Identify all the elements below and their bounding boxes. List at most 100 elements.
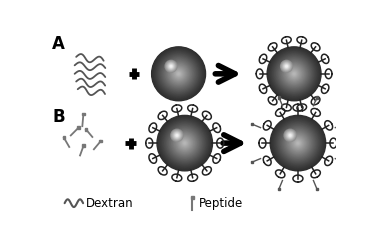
Circle shape xyxy=(166,61,191,87)
Circle shape xyxy=(174,132,196,154)
Circle shape xyxy=(164,59,193,89)
Circle shape xyxy=(157,52,200,95)
Circle shape xyxy=(272,117,324,169)
Circle shape xyxy=(281,61,307,87)
Circle shape xyxy=(270,50,318,97)
Circle shape xyxy=(282,127,314,159)
Circle shape xyxy=(288,133,308,153)
Bar xyxy=(278,188,280,190)
Circle shape xyxy=(174,132,180,139)
Circle shape xyxy=(268,48,321,100)
Circle shape xyxy=(281,61,292,71)
Circle shape xyxy=(289,69,299,78)
Circle shape xyxy=(291,70,297,77)
Circle shape xyxy=(180,138,190,148)
Circle shape xyxy=(279,124,317,162)
Circle shape xyxy=(287,132,293,139)
Circle shape xyxy=(291,136,305,150)
Circle shape xyxy=(165,124,204,163)
Circle shape xyxy=(175,133,194,153)
Circle shape xyxy=(164,122,206,164)
Circle shape xyxy=(290,70,298,78)
Bar xyxy=(191,196,194,199)
Circle shape xyxy=(292,72,296,76)
Circle shape xyxy=(184,142,186,144)
Text: Peptide: Peptide xyxy=(199,197,243,210)
Circle shape xyxy=(161,56,196,91)
Circle shape xyxy=(276,122,319,165)
Circle shape xyxy=(275,54,314,93)
Circle shape xyxy=(276,56,312,91)
Circle shape xyxy=(169,64,188,83)
Circle shape xyxy=(294,73,295,75)
Circle shape xyxy=(285,65,288,68)
Circle shape xyxy=(181,139,189,147)
Circle shape xyxy=(172,130,198,156)
Circle shape xyxy=(177,72,181,76)
Bar xyxy=(85,128,87,131)
Circle shape xyxy=(278,123,318,163)
Bar xyxy=(316,96,318,99)
Circle shape xyxy=(160,55,197,93)
Circle shape xyxy=(167,125,203,161)
Text: Dextran: Dextran xyxy=(86,197,134,210)
Circle shape xyxy=(177,72,180,75)
Circle shape xyxy=(283,63,305,85)
Circle shape xyxy=(291,71,297,77)
Circle shape xyxy=(165,60,192,87)
Circle shape xyxy=(287,66,301,81)
Circle shape xyxy=(282,62,306,86)
Circle shape xyxy=(285,130,311,156)
Circle shape xyxy=(181,140,188,147)
Circle shape xyxy=(274,54,314,94)
Circle shape xyxy=(270,115,326,171)
Circle shape xyxy=(182,140,187,146)
Circle shape xyxy=(276,56,312,92)
Circle shape xyxy=(175,133,179,138)
Circle shape xyxy=(280,126,315,160)
Circle shape xyxy=(161,120,208,167)
Circle shape xyxy=(290,136,306,151)
Circle shape xyxy=(288,68,300,80)
Circle shape xyxy=(172,130,182,141)
Text: A: A xyxy=(52,35,65,53)
Circle shape xyxy=(289,134,292,137)
Circle shape xyxy=(160,119,209,167)
Circle shape xyxy=(280,60,292,72)
Circle shape xyxy=(289,135,291,136)
Bar xyxy=(343,161,344,163)
Circle shape xyxy=(160,118,210,168)
Circle shape xyxy=(156,52,201,96)
Circle shape xyxy=(281,127,315,160)
Circle shape xyxy=(296,141,300,145)
Circle shape xyxy=(270,50,318,98)
Circle shape xyxy=(153,48,204,99)
Circle shape xyxy=(178,73,179,75)
Circle shape xyxy=(297,142,298,144)
Circle shape xyxy=(183,141,187,145)
Circle shape xyxy=(275,120,322,167)
Circle shape xyxy=(171,66,187,82)
Circle shape xyxy=(167,62,190,85)
Circle shape xyxy=(174,69,183,78)
Circle shape xyxy=(171,129,183,141)
Circle shape xyxy=(284,64,304,84)
Circle shape xyxy=(166,61,176,71)
Circle shape xyxy=(287,132,309,154)
Circle shape xyxy=(154,49,203,99)
Circle shape xyxy=(175,70,182,77)
Circle shape xyxy=(174,133,195,154)
Circle shape xyxy=(175,134,178,137)
Circle shape xyxy=(292,137,304,149)
Circle shape xyxy=(279,59,309,89)
Circle shape xyxy=(277,57,311,91)
Circle shape xyxy=(286,66,302,82)
Circle shape xyxy=(297,142,299,145)
Circle shape xyxy=(283,62,290,70)
Circle shape xyxy=(166,62,191,86)
Circle shape xyxy=(179,138,190,149)
Circle shape xyxy=(273,52,316,95)
Circle shape xyxy=(168,127,201,160)
Circle shape xyxy=(159,117,211,169)
Circle shape xyxy=(284,129,312,157)
